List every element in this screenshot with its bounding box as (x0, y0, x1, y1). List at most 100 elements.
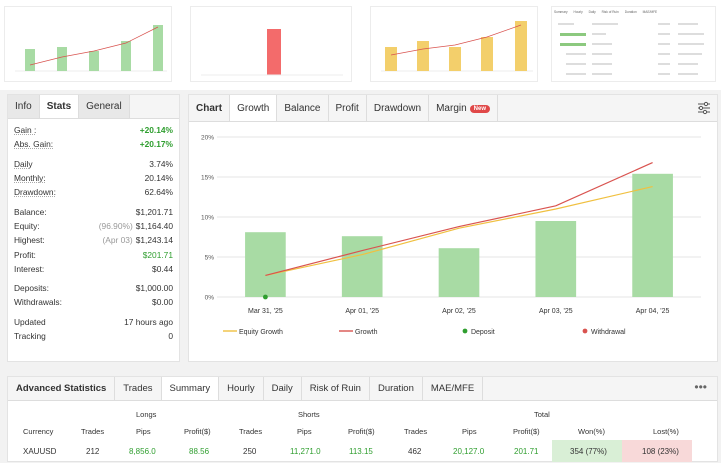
mini-tab: Hourly (573, 10, 583, 14)
x-tick-label: Mar 31, '25 (248, 308, 283, 315)
more-options-icon[interactable]: ••• (694, 380, 707, 394)
tab-chart[interactable]: Chart (189, 95, 231, 121)
chart-settings-icon[interactable] (697, 101, 711, 115)
growth-thumbnail[interactable] (4, 6, 172, 82)
stat-label: Withdrawals: (14, 297, 62, 308)
stat-row-balance: Balance: $1,201.71 (14, 204, 173, 218)
legend-growth[interactable]: Growth (339, 328, 378, 336)
col-short-trades[interactable]: Trades (239, 427, 263, 436)
cell-short-trades: 250 (243, 447, 257, 456)
new-badge: New (469, 105, 491, 113)
tab-growth[interactable]: Growth (230, 95, 278, 121)
mini-tab: MAE/MFE (642, 10, 658, 14)
stat-label: Profit: (14, 249, 36, 260)
legend-equity-line (223, 330, 237, 332)
chart-tabs: Chart Growth Balance Profit Drawdown Mar… (189, 95, 717, 122)
tab-info[interactable]: Info (8, 95, 40, 118)
growth-thumbnail-chart (15, 25, 167, 72)
tab-general[interactable]: General (79, 95, 130, 118)
stat-row-withdrawals: Withdrawals: $0.00 (14, 295, 173, 309)
stat-row-profit: Profit: $201.71 (14, 247, 173, 261)
tab-mae-mfe[interactable]: MAE/MFE (423, 377, 484, 400)
advanced-statistics-panel: Advanced Statistics Trades Summary Hourl… (7, 376, 718, 462)
stat-value: 3.74% (149, 158, 173, 169)
stat-value: $0.00 (152, 297, 173, 308)
stat-value: 20.14% (144, 173, 173, 184)
col-short-profit[interactable]: Profit($) (348, 427, 375, 436)
col-total-pips[interactable]: Pips (462, 427, 477, 436)
stat-row-drawdown: Drawdown: 62.64% (14, 185, 173, 199)
tab-balance[interactable]: Balance (277, 95, 329, 121)
tab-stats[interactable]: Stats (39, 95, 80, 118)
cell-short-profit: 113.15 (349, 447, 373, 456)
col-won[interactable]: Won(%) (578, 427, 605, 436)
tab-profit[interactable]: Profit (329, 95, 367, 121)
advanced-stats-tabs: Advanced Statistics Trades Summary Hourl… (8, 377, 717, 401)
stat-label[interactable]: Daily (14, 158, 33, 169)
cell-total-profit: 201.71 (514, 447, 539, 456)
col-currency[interactable]: Currency (23, 427, 54, 436)
stat-label[interactable]: Abs. Gain: (14, 139, 54, 150)
stats-list: Gain : +20.14% Abs. Gain: +20.17% Daily … (8, 119, 179, 343)
stat-label: Balance: (14, 206, 47, 217)
cell-long-profit: 88.56 (189, 447, 210, 456)
y-tick-label: 20% (201, 135, 214, 142)
tab-advanced-statistics[interactable]: Advanced Statistics (8, 377, 116, 400)
cell-short-pips: 11,271.0 (290, 447, 321, 456)
bar (245, 232, 286, 297)
legend-deposit[interactable]: Deposit (461, 328, 495, 336)
stat-row-daily: Daily 3.74% (14, 157, 173, 171)
col-total-trades[interactable]: Trades (404, 427, 428, 436)
legend-withdrawal-label: Withdrawal (590, 329, 626, 336)
tab-daily[interactable]: Daily (264, 377, 302, 400)
stat-label[interactable]: Monthly: (14, 173, 46, 184)
y-tick-label: 10% (201, 215, 214, 222)
x-tick-label: Apr 01, '25 (345, 308, 379, 315)
x-tick-label: Apr 02, '25 (442, 308, 476, 315)
tab-drawdown[interactable]: Drawdown (367, 95, 430, 121)
thumbnail-strip: Summary Hourly Daily Risk of Ruin Durati… (0, 0, 721, 90)
tab-hourly[interactable]: Hourly (219, 377, 264, 400)
legend-deposit-dot (462, 328, 468, 334)
cell-long-pips: 8,856.0 (129, 447, 156, 456)
tab-duration[interactable]: Duration (370, 377, 423, 400)
col-total-profit[interactable]: Profit($) (513, 427, 540, 436)
bar (341, 236, 383, 297)
group-longs: Longs (136, 410, 157, 419)
stat-row-monthly: Monthly: 20.14% (14, 171, 173, 185)
x-tick-label: Apr 03, '25 (539, 308, 573, 315)
stat-label[interactable]: Gain : (14, 125, 37, 136)
stat-row-updated: Updated 17 hours ago (14, 315, 173, 329)
drawdown-thumbnail[interactable] (190, 6, 352, 82)
tab-risk-of-ruin[interactable]: Risk of Ruin (302, 377, 370, 400)
tab-margin[interactable]: Margin New (429, 95, 499, 121)
summary-thumbnail[interactable]: Summary Hourly Daily Risk of Ruin Durati… (551, 6, 716, 82)
tab-summary[interactable]: Summary (161, 377, 220, 400)
col-long-pips[interactable]: Pips (136, 427, 151, 436)
stat-value: $1,201.71 (135, 206, 173, 217)
stat-label[interactable]: Drawdown: (14, 187, 56, 198)
col-long-profit[interactable]: Profit($) (184, 427, 211, 436)
tab-margin-label: Margin (436, 103, 467, 114)
col-short-pips[interactable]: Pips (297, 427, 312, 436)
profit-thumbnail[interactable] (370, 6, 538, 82)
col-lost[interactable]: Lost(%) (653, 427, 679, 436)
y-tick-label: 0% (205, 295, 215, 302)
stat-value: $1,243.14 (135, 235, 173, 246)
legend-withdrawal[interactable]: Withdrawal (581, 328, 626, 336)
stat-value: $1,164.40 (135, 220, 173, 231)
stat-label: Equity: (14, 220, 40, 231)
tab-trades[interactable]: Trades (115, 377, 162, 400)
stat-label: Tracking (14, 331, 46, 341)
legend-equity-growth[interactable]: Equity Growth (223, 328, 283, 336)
col-long-trades[interactable]: Trades (81, 427, 105, 436)
account-stats-panel: Info Stats General Gain : +20.14% Abs. G… (7, 94, 180, 362)
profit-thumbnail-chart (381, 21, 533, 72)
stat-row-tracking: Tracking 0 (14, 329, 173, 343)
x-tick-label: Apr 04, '25 (636, 308, 670, 315)
bar (632, 173, 673, 297)
legend-equity-label: Equity Growth (238, 329, 283, 336)
stat-value: 17 hours ago (124, 316, 173, 327)
y-tick-label: 15% (201, 175, 214, 182)
cell-long-trades: 212 (86, 447, 100, 456)
